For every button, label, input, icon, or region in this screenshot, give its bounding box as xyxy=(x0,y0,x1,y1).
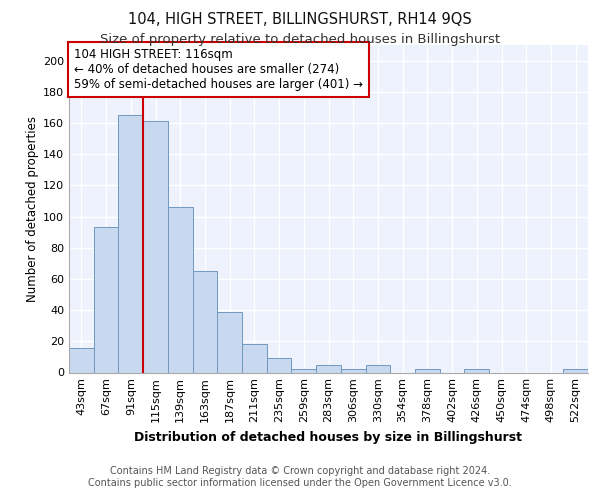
Bar xyxy=(217,312,242,372)
Bar xyxy=(415,370,440,372)
Bar xyxy=(341,370,365,372)
Bar xyxy=(94,228,118,372)
Bar xyxy=(242,344,267,372)
Bar xyxy=(143,122,168,372)
Bar xyxy=(69,348,94,372)
Text: Size of property relative to detached houses in Billingshurst: Size of property relative to detached ho… xyxy=(100,32,500,46)
Y-axis label: Number of detached properties: Number of detached properties xyxy=(26,116,39,302)
Text: 104 HIGH STREET: 116sqm
← 40% of detached houses are smaller (274)
59% of semi-d: 104 HIGH STREET: 116sqm ← 40% of detache… xyxy=(74,48,363,92)
Bar xyxy=(193,271,217,372)
Bar xyxy=(365,364,390,372)
Bar xyxy=(316,364,341,372)
Text: 104, HIGH STREET, BILLINGSHURST, RH14 9QS: 104, HIGH STREET, BILLINGSHURST, RH14 9Q… xyxy=(128,12,472,28)
Bar xyxy=(118,115,143,372)
Bar xyxy=(464,370,489,372)
Bar xyxy=(267,358,292,372)
Bar xyxy=(168,207,193,372)
Bar xyxy=(563,370,588,372)
X-axis label: Distribution of detached houses by size in Billingshurst: Distribution of detached houses by size … xyxy=(134,431,523,444)
Text: Contains HM Land Registry data © Crown copyright and database right 2024.
Contai: Contains HM Land Registry data © Crown c… xyxy=(88,466,512,487)
Bar xyxy=(292,370,316,372)
